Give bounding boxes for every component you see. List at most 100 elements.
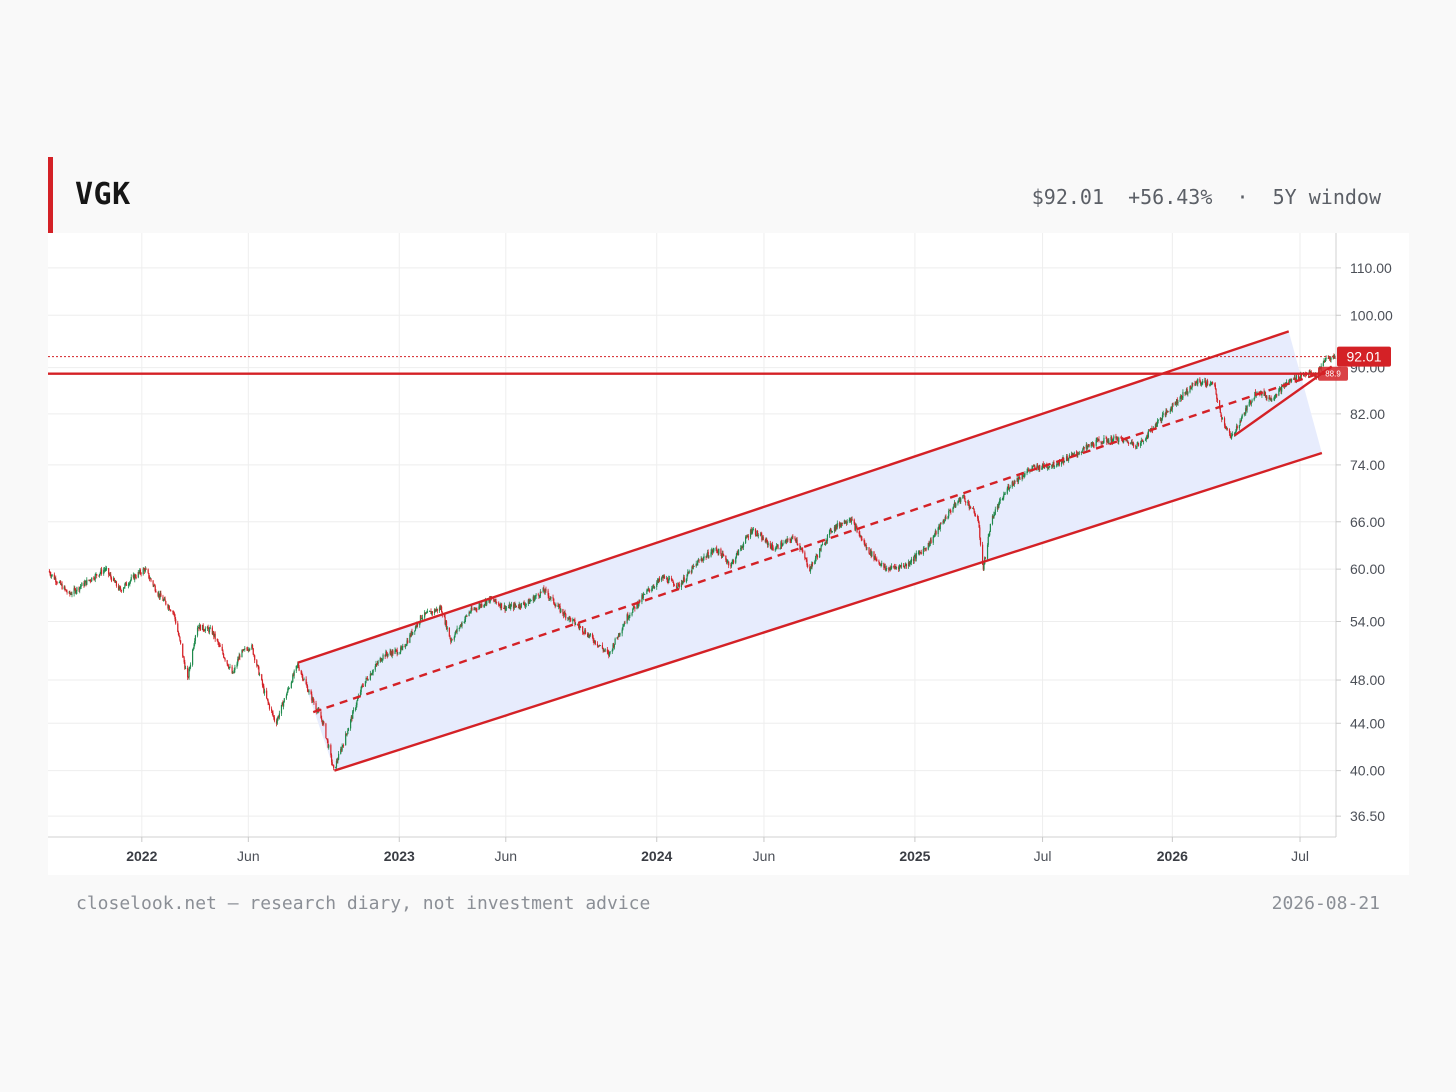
candle-body	[241, 650, 243, 658]
candle-body	[572, 619, 574, 622]
candle-body	[108, 568, 110, 575]
candle-body	[549, 598, 551, 600]
candle-body	[510, 605, 512, 609]
candle-body	[668, 578, 671, 580]
candle-body	[277, 716, 279, 720]
candle-body	[473, 608, 475, 611]
time-window: 5Y window	[1272, 185, 1381, 209]
candle-body	[504, 605, 506, 611]
candle-body	[771, 544, 774, 548]
candle-body	[436, 608, 438, 611]
candle-body	[663, 576, 666, 579]
candle-body	[425, 612, 427, 614]
candle-body	[1008, 487, 1011, 490]
candle-body	[1333, 355, 1336, 359]
candle-body	[949, 509, 951, 511]
candle-body	[974, 515, 977, 517]
candle-body	[718, 548, 720, 554]
candle-body	[1240, 420, 1242, 422]
candle-body	[78, 587, 80, 591]
candle-body	[147, 569, 149, 574]
accent-bar	[48, 157, 53, 233]
candle-body	[139, 570, 141, 573]
candle-body	[1269, 397, 1271, 400]
candle-body	[991, 515, 994, 524]
candle-body	[929, 543, 931, 547]
candle-body	[616, 637, 618, 639]
candle-body	[969, 506, 971, 509]
candle-body	[959, 497, 961, 502]
candle-body	[286, 692, 288, 696]
candle-body	[824, 543, 826, 545]
candle-body	[165, 601, 167, 605]
candle-body	[124, 582, 127, 585]
candle-body	[1070, 454, 1073, 456]
candle-body	[436, 608, 438, 611]
candle-body	[948, 510, 950, 517]
candle-body	[1082, 449, 1084, 453]
candle-body	[89, 579, 91, 581]
candle-body	[256, 660, 258, 666]
candle-body	[670, 578, 673, 581]
candle-body	[340, 748, 342, 754]
candle-body	[963, 495, 965, 498]
candle-body	[760, 534, 762, 536]
candle-body	[1016, 478, 1018, 482]
candle-body	[598, 645, 600, 647]
candle-body	[1228, 429, 1231, 433]
candle-body	[227, 666, 230, 669]
candle-body	[834, 526, 836, 530]
price-chart[interactable]: 36.50 40.00 44.00 48.00 54.00 60.00 66.00 74.00…	[48, 233, 1409, 875]
candle-body	[65, 589, 67, 590]
candle-body	[920, 551, 922, 555]
candle-body	[698, 560, 700, 562]
candle-body	[623, 622, 625, 626]
candle-body	[297, 663, 299, 666]
candle-body	[416, 623, 418, 627]
candle-body	[1095, 439, 1097, 446]
candle-body	[208, 628, 211, 633]
candle-body	[1226, 428, 1228, 429]
candle-body	[1106, 440, 1109, 443]
candle-body	[194, 641, 196, 645]
candle-body	[728, 561, 730, 566]
candle-body	[162, 596, 164, 601]
candle-body	[375, 663, 377, 667]
candle-body	[98, 575, 100, 577]
candle-body	[534, 597, 536, 601]
candle-body	[791, 536, 793, 539]
candle-body	[498, 602, 500, 606]
candle-body	[656, 582, 658, 587]
candle-body	[1199, 378, 1201, 382]
candle-body	[58, 582, 60, 584]
candle-body	[807, 565, 809, 567]
candle-body	[619, 633, 621, 635]
candle-body	[692, 565, 695, 568]
candle-body	[158, 593, 160, 596]
candle-body	[996, 506, 999, 510]
candle-body	[213, 633, 216, 637]
candle-body	[127, 584, 130, 586]
candle-body	[322, 721, 324, 725]
candle-body	[1003, 494, 1006, 495]
candle-body	[1047, 467, 1049, 469]
candle-body	[1006, 488, 1008, 494]
candle-body	[1171, 403, 1173, 410]
candle-body	[539, 591, 541, 597]
candle-body	[555, 605, 557, 607]
candle-body	[1245, 408, 1247, 415]
candle-body	[59, 581, 61, 583]
candle-body	[552, 596, 554, 599]
candle-body	[1146, 434, 1148, 439]
candle-body	[1042, 463, 1044, 467]
y-tick-label: 36.50	[1350, 808, 1385, 824]
candle-body	[735, 553, 738, 558]
candle-body	[311, 694, 313, 701]
candle-body	[654, 586, 656, 588]
candle-body	[553, 603, 556, 605]
candle-body	[751, 531, 753, 534]
candle-body	[496, 602, 498, 603]
plot-area[interactable]: 36.50 40.00 44.00 48.00 54.00 60.00 66.00 74.00…	[48, 233, 1409, 875]
candle-body	[957, 501, 959, 504]
candle-body	[1113, 436, 1115, 439]
